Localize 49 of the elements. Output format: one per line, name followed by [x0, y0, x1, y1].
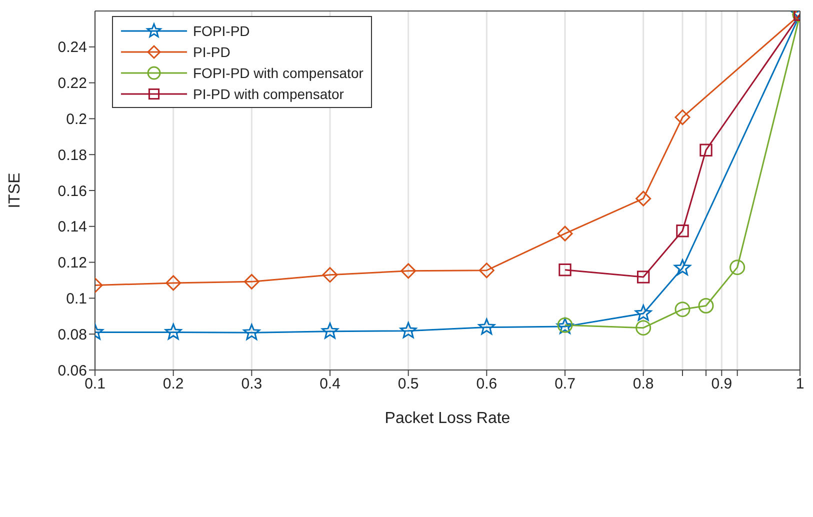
- legend-label: FOPI-PD: [193, 22, 250, 38]
- point: [674, 259, 691, 276]
- point: [557, 226, 573, 242]
- x-axis-title: Packet Loss Rate: [384, 410, 510, 427]
- x-tick-label: 0.4: [320, 376, 340, 393]
- legend-label: PI-PD: [193, 44, 230, 60]
- x-tick-label: 0.1: [84, 376, 106, 393]
- point: [676, 224, 689, 238]
- point: [244, 274, 260, 290]
- point: [400, 263, 416, 279]
- y-tick-label: 0.2: [66, 111, 87, 128]
- point: [478, 262, 494, 278]
- point: [636, 320, 652, 336]
- point: [698, 298, 714, 314]
- point: [730, 260, 746, 276]
- y-tick-label: 0.22: [58, 75, 87, 92]
- legend-label: PI-PD with compensator: [193, 86, 344, 102]
- point: [322, 267, 338, 283]
- x-tick-label: 0.3: [241, 376, 262, 393]
- point: [674, 302, 690, 318]
- y-tick-label: 0.08: [58, 326, 87, 344]
- point: [634, 304, 652, 321]
- x-tick-label: 0.8: [632, 376, 654, 393]
- y-axis-title: ITSE: [6, 172, 24, 208]
- x-tick-label: 0.9: [711, 376, 732, 393]
- point: [322, 322, 338, 339]
- point: [164, 324, 182, 340]
- point: [166, 275, 182, 291]
- y-tick-label: 0.1: [66, 290, 87, 308]
- y-tick-label: 0.14: [58, 218, 87, 236]
- point: [478, 318, 496, 335]
- x-tick-label: 0.5: [398, 376, 419, 393]
- x-tick-label: 0.7: [554, 376, 576, 393]
- point: [243, 324, 260, 340]
- x-tick-label: 1: [796, 376, 804, 393]
- point: [636, 190, 652, 206]
- point: [674, 110, 690, 126]
- legend-label: FOPI-PD with compensator: [193, 64, 364, 80]
- y-tick-label: 0.16: [58, 182, 87, 200]
- y-tick-label: 0.18: [58, 146, 87, 164]
- point: [700, 144, 712, 156]
- y-tick-label: 0.24: [58, 39, 87, 56]
- y-tick-label: 0.06: [58, 362, 87, 380]
- x-tick-label: 0.2: [162, 376, 184, 393]
- point: [636, 270, 650, 284]
- point: [558, 263, 572, 276]
- x-tick-label: 0.6: [476, 376, 498, 393]
- y-tick-label: 0.12: [58, 254, 87, 272]
- point: [400, 322, 417, 338]
